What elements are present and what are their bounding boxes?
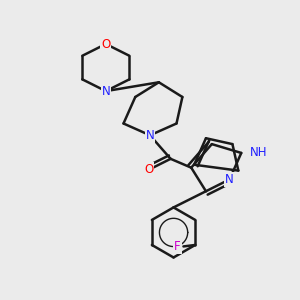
Text: NH: NH — [250, 146, 267, 159]
Text: O: O — [144, 163, 153, 176]
Text: N: N — [146, 129, 154, 142]
Text: O: O — [101, 38, 110, 50]
Text: F: F — [174, 240, 181, 253]
Text: N: N — [101, 85, 110, 98]
Text: N: N — [225, 173, 234, 186]
